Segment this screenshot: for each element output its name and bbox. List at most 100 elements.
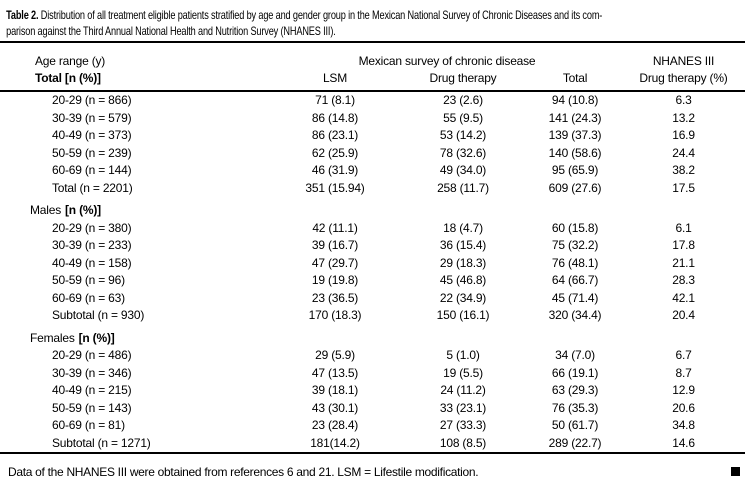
drug-therapy-cell: 49 (34.0) [439, 163, 487, 177]
col-header-total-col: Total [528, 68, 623, 92]
drug-therapy-cell: 36 (15.4) [439, 238, 487, 252]
nhanes-cell: 20.4 [672, 308, 695, 322]
age-range-cell: 60-69 (n = 81) [52, 418, 125, 432]
lsm-cell: 39 (16.7) [311, 238, 359, 252]
total-cell: 76 (35.3) [551, 400, 599, 415]
caption-line2: parison against the Third Annual Nationa… [6, 24, 336, 38]
table-row: 20-29 (n = 866) 71 (8.1) 23 (2.6) 94 (10… [0, 91, 745, 110]
table-row: 40-49 (n = 215) 39 (18.1) 24 (11.2) 63 (… [0, 382, 745, 400]
drug-therapy-cell: 78 (32.6) [439, 145, 487, 160]
table-row: 60-69 (n = 63) 23 (36.5) 22 (34.9) 45 (7… [0, 290, 745, 308]
lsm-cell: 23 (36.5) [311, 290, 359, 305]
lsm-cell: 62 (25.9) [311, 145, 359, 160]
total-cell: 140 (58.6) [548, 145, 602, 160]
age-range-cell: 60-69 (n = 144) [52, 163, 132, 177]
lsm-cell: 46 (31.9) [311, 163, 359, 177]
nhanes-cell: 12.9 [672, 383, 695, 397]
col-header-lsm: LSM [272, 68, 398, 92]
top-rule [0, 41, 745, 43]
lsm-cell: 351 (15.94) [305, 180, 365, 195]
table-row: 30-39 (n = 346) 47 (13.5) 19 (5.5) 66 (1… [0, 365, 745, 383]
age-range-cell: 30-39 (n = 579) [52, 110, 132, 125]
drug-therapy-cell: 108 (8.5) [439, 435, 487, 450]
age-range-cell: 40-49 (n = 373) [52, 128, 132, 142]
total-cell: 64 (66.7) [551, 273, 599, 287]
nhanes-cell: 42.1 [672, 290, 695, 305]
col-header-age-range: Age range (y) [35, 54, 106, 68]
lsm-cell: 86 (23.1) [311, 128, 359, 142]
age-range-cell: 40-49 (n = 158) [52, 255, 132, 270]
total-cell: 66 (19.1) [551, 365, 599, 380]
table-row-total: Total (n = 2201) 351 (15.94) 258 (11.7) … [0, 180, 745, 198]
age-range-cell: 20-29 (n = 380) [52, 220, 132, 235]
drug-therapy-cell: 33 (23.1) [439, 400, 487, 415]
age-range-cell: 60-69 (n = 63) [52, 290, 125, 305]
section-name: Males [30, 203, 62, 217]
header-sub-row: Total [n (%)] LSM Drug therapy Total Dru… [0, 68, 745, 92]
drug-therapy-cell: 258 (11.7) [437, 180, 489, 195]
table-row-subtotal: Subtotal (n = 1271) 181(14.2) 108 (8.5) … [0, 435, 745, 454]
nhanes-cell: 21.1 [672, 255, 695, 270]
end-of-table-marker [731, 467, 740, 476]
total-cell: 75 (32.2) [551, 238, 599, 252]
nhanes-cell: 34.8 [672, 418, 695, 432]
table-row: 20-29 (n = 380) 42 (11.1) 18 (4.7) 60 (1… [0, 220, 745, 238]
age-range-cell: 40-49 (n = 215) [52, 383, 132, 397]
drug-therapy-cell: 29 (18.3) [439, 255, 487, 270]
lsm-cell: 42 (11.1) [312, 220, 358, 235]
lsm-cell: 170 (18.3) [308, 308, 362, 322]
age-range-cell: 50-59 (n = 143) [52, 400, 132, 415]
table-row: 20-29 (n = 486) 29 (5.9) 5 (1.0) 34 (7.0… [0, 347, 745, 365]
lsm-cell: 39 (18.1) [311, 383, 359, 397]
total-cell: 141 (24.3) [548, 110, 602, 125]
lsm-cell: 19 (19.8) [311, 273, 359, 287]
total-cell: 94 (10.8) [551, 93, 599, 107]
section-header-row-males: Males [n (%)] [0, 202, 745, 220]
nhanes-cell: 8.7 [675, 365, 692, 380]
table-row: 50-59 (n = 143) 43 (30.1) 33 (23.1) 76 (… [0, 400, 745, 418]
nhanes-cell: 14.6 [672, 435, 695, 450]
section-suffix: [n (%)] [78, 330, 115, 345]
nhanes-cell: 38.2 [672, 163, 695, 177]
col-group-nhanes: NHANES III [652, 54, 715, 68]
nhanes-cell: 13.2 [672, 110, 695, 125]
table-row: 30-39 (n = 233) 39 (16.7) 36 (15.4) 75 (… [0, 237, 745, 255]
col-group-mexican-survey: Mexican survey of chronic disease [358, 54, 536, 68]
total-cell: 139 (37.3) [548, 128, 602, 142]
total-cell: 50 (61.7) [551, 418, 599, 432]
lsm-cell: 181(14.2) [310, 435, 360, 450]
nhanes-cell: 28.3 [672, 273, 695, 287]
section-header-males: Males [n (%)] [0, 202, 745, 220]
age-range-cell: 30-39 (n = 346) [52, 365, 132, 380]
drug-therapy-cell: 5 (1.0) [446, 348, 480, 362]
total-cell: 34 (7.0) [555, 348, 595, 362]
col-header-nhanes-drug-therapy: Drug therapy (%) [622, 68, 745, 92]
age-range-cell: Total (n = 2201) [52, 180, 133, 195]
lsm-cell: 47 (29.7) [311, 255, 359, 270]
age-range-cell: 20-29 (n = 486) [52, 348, 132, 362]
nhanes-cell: 17.8 [672, 238, 695, 252]
section-suffix: [n (%)] [65, 203, 101, 217]
total-cell: 609 (27.6) [548, 180, 602, 195]
total-cell: 76 (48.1) [551, 255, 599, 270]
nhanes-cell: 16.9 [672, 128, 695, 142]
table-row: 60-69 (n = 81) 23 (28.4) 27 (33.3) 50 (6… [0, 417, 745, 435]
drug-therapy-cell: 27 (33.3) [439, 418, 487, 432]
section-header-row-females: Females [n (%)] [0, 330, 745, 348]
table-number: Table 2. [6, 8, 39, 22]
lsm-cell: 43 (30.1) [311, 400, 359, 415]
age-range-cell: 20-29 (n = 866) [52, 93, 132, 107]
table-row: 40-49 (n = 158) 47 (29.7) 29 (18.3) 76 (… [0, 255, 745, 273]
drug-therapy-cell: 19 (5.5) [443, 365, 483, 380]
section-header-females: Females [n (%)] [0, 330, 745, 348]
nhanes-cell: 24.4 [672, 145, 695, 160]
nhanes-cell: 20.6 [672, 400, 695, 415]
nhanes-cell: 17.5 [672, 180, 695, 195]
total-cell: 95 (65.9) [551, 163, 599, 177]
lsm-cell: 29 (5.9) [315, 348, 355, 362]
age-range-cell: 30-39 (n = 233) [52, 238, 132, 252]
age-range-cell: Subtotal (n = 1271) [52, 435, 151, 450]
age-range-cell: Subtotal (n = 930) [52, 308, 145, 322]
total-cell: 45 (71.4) [551, 290, 599, 305]
nhanes-cell: 6.1 [675, 220, 692, 235]
